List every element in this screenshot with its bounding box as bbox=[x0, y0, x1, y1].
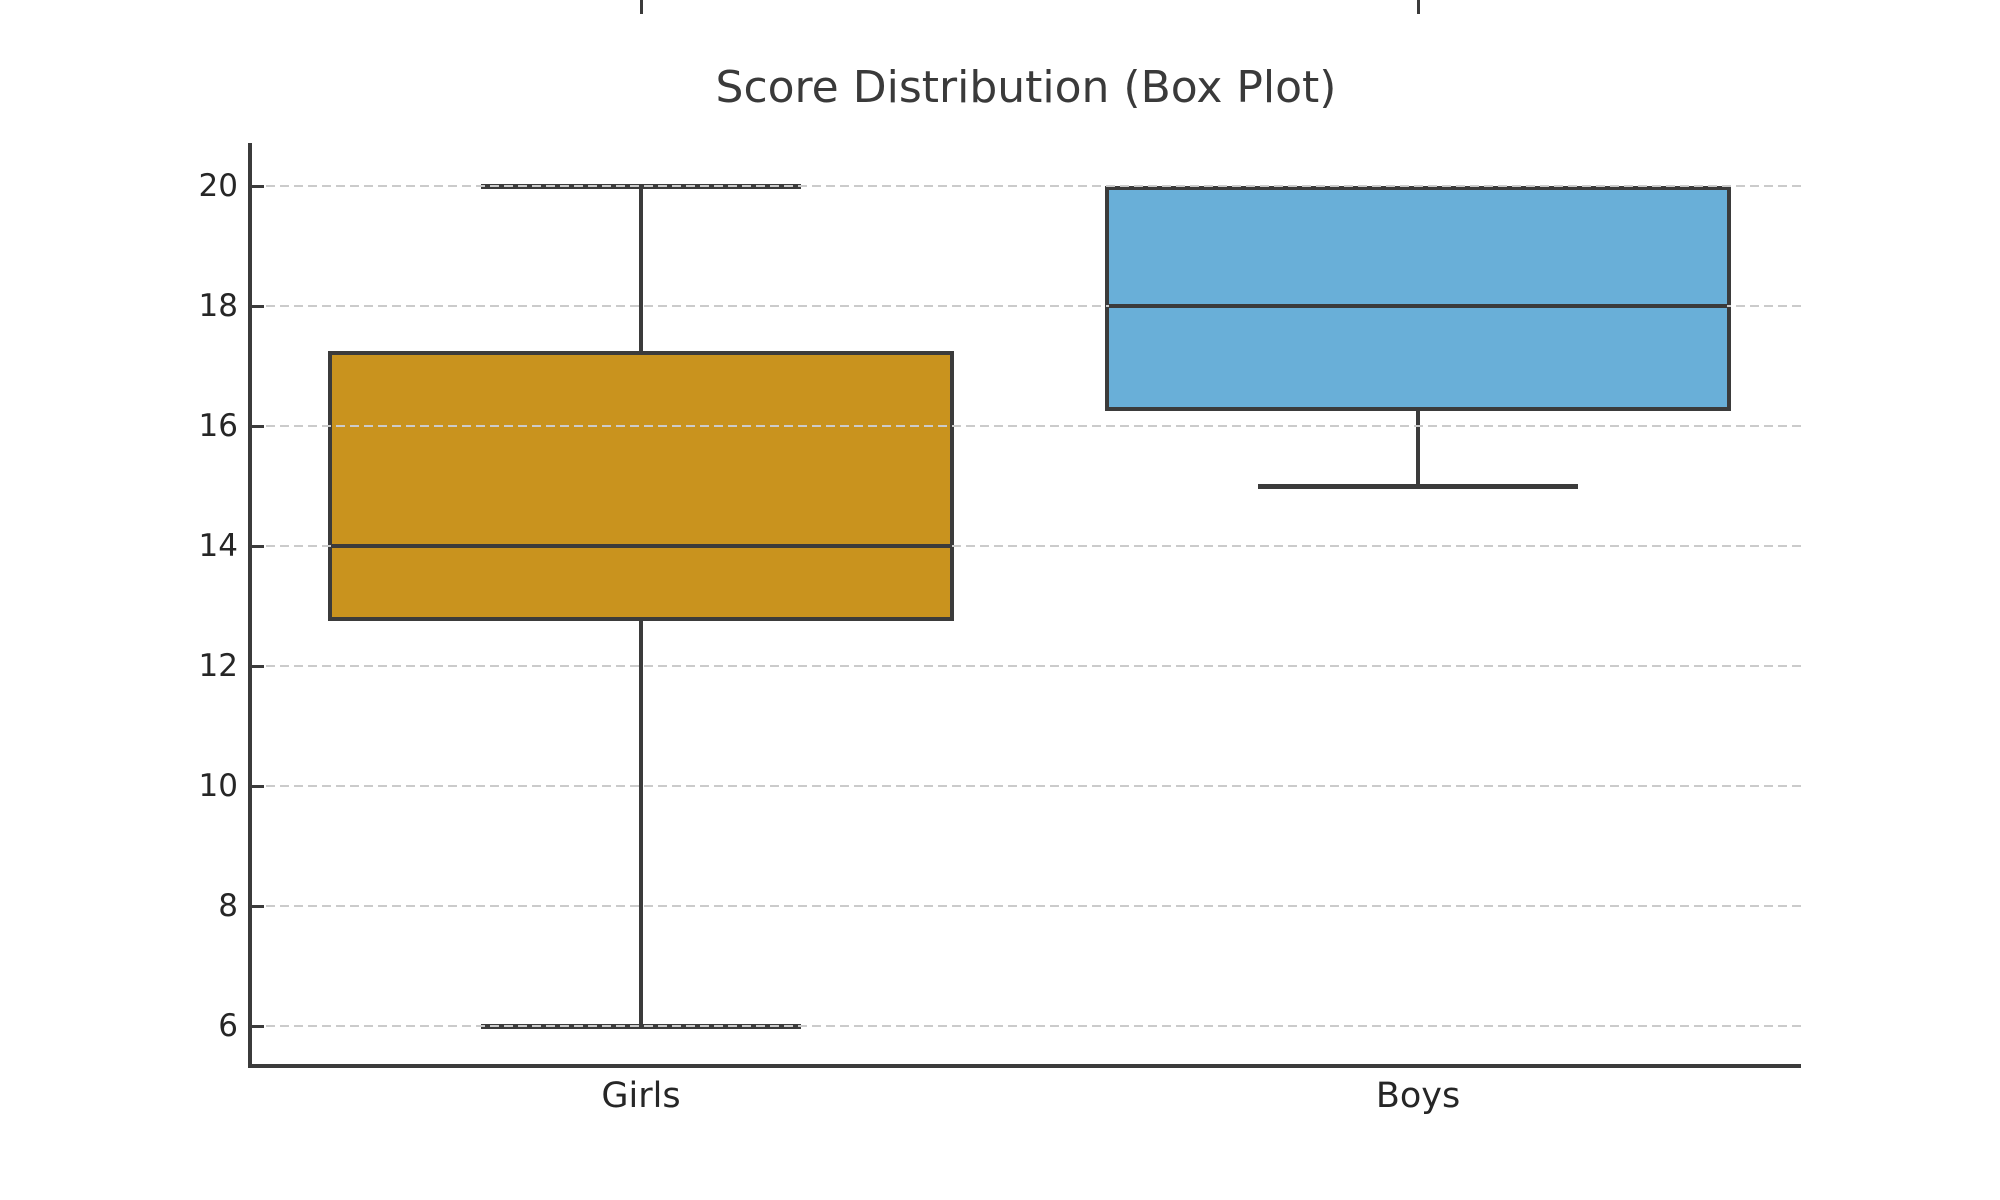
x-tick-label-girls: Girls bbox=[601, 1076, 681, 1116]
y-tick-18 bbox=[248, 304, 264, 308]
box-boys bbox=[1105, 186, 1731, 411]
y-axis-spine bbox=[248, 143, 252, 1068]
x-tick-girls bbox=[639, 0, 643, 14]
gridline-y-10 bbox=[252, 785, 1801, 787]
gridline-y-12 bbox=[252, 665, 1801, 667]
y-tick-label-10: 10 bbox=[198, 768, 238, 804]
median-line-boys bbox=[1109, 304, 1727, 308]
whisker-lower-girls bbox=[639, 621, 643, 1026]
gridline-y-18 bbox=[252, 305, 1801, 307]
box-girls bbox=[328, 351, 954, 621]
y-tick-label-12: 12 bbox=[198, 648, 238, 684]
y-tick-20 bbox=[248, 184, 264, 188]
whisker-upper-girls bbox=[639, 186, 643, 351]
gridline-y-14 bbox=[252, 545, 1801, 547]
y-tick-label-20: 20 bbox=[198, 168, 238, 204]
y-tick-6 bbox=[248, 1024, 264, 1028]
median-line-girls bbox=[332, 544, 950, 548]
y-tick-16 bbox=[248, 424, 264, 428]
y-tick-12 bbox=[248, 664, 264, 668]
gridline-y-8 bbox=[252, 905, 1801, 907]
gridline-y-6 bbox=[252, 1025, 1801, 1027]
x-tick-label-boys: Boys bbox=[1375, 1076, 1461, 1116]
y-tick-label-8: 8 bbox=[218, 888, 238, 924]
y-tick-label-14: 14 bbox=[198, 528, 238, 564]
y-tick-label-18: 18 bbox=[198, 288, 238, 324]
y-tick-label-6: 6 bbox=[218, 1008, 238, 1044]
gridline-y-16 bbox=[252, 425, 1801, 427]
y-tick-14 bbox=[248, 544, 264, 548]
x-tick-boys bbox=[1416, 0, 1420, 14]
y-tick-8 bbox=[248, 904, 264, 908]
whisker-lower-boys bbox=[1416, 411, 1420, 486]
x-axis-spine bbox=[248, 1064, 1801, 1068]
whisker-cap-lower-boys bbox=[1258, 483, 1578, 489]
y-tick-label-16: 16 bbox=[198, 408, 238, 444]
chart-title: Score Distribution (Box Plot) bbox=[715, 62, 1337, 113]
gridline-y-20 bbox=[252, 185, 1801, 187]
y-tick-10 bbox=[248, 784, 264, 788]
